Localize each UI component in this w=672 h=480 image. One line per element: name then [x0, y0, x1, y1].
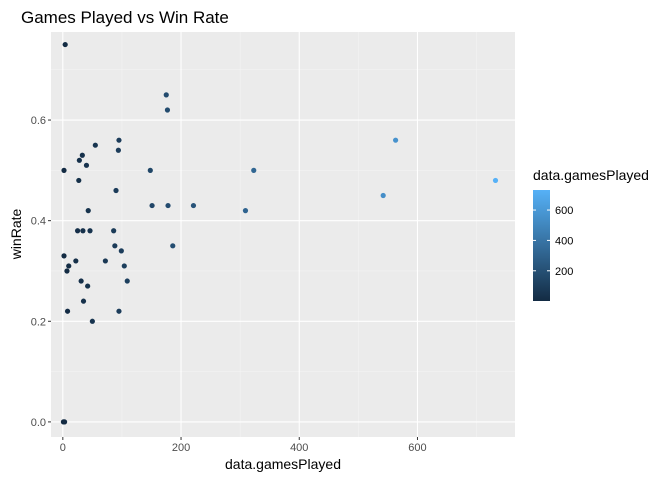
- legend-label: 600: [555, 205, 573, 217]
- data-point: [76, 177, 82, 184]
- data-point: [380, 192, 386, 199]
- data-point: [149, 202, 155, 209]
- x-tick-label: 0: [60, 442, 66, 454]
- data-point: [73, 258, 79, 264]
- x-axis-ticks: 0 200 400 600: [60, 437, 427, 454]
- data-point: [62, 41, 68, 48]
- data-point: [89, 318, 95, 324]
- data-point: [116, 308, 122, 314]
- data-point: [112, 243, 118, 249]
- x-tick-label: 200: [172, 442, 190, 454]
- data-point: [170, 243, 176, 249]
- data-point: [66, 263, 72, 269]
- data-point: [121, 263, 127, 269]
- y-tick-label: 0.4: [31, 216, 46, 228]
- x-tick-label: 600: [408, 442, 426, 454]
- y-tick-label: 0.2: [31, 316, 46, 328]
- data-point: [251, 167, 257, 173]
- legend-label: 400: [555, 235, 573, 247]
- data-point: [61, 419, 68, 425]
- data-point: [242, 208, 249, 214]
- data-point: [80, 228, 86, 234]
- data-points: [60, 41, 499, 425]
- plot-panel: [51, 32, 515, 437]
- x-tick-label: 400: [290, 442, 308, 454]
- data-point: [61, 253, 67, 259]
- data-point: [76, 157, 82, 163]
- y-tick-label: 0.0: [31, 417, 46, 429]
- data-point: [111, 228, 117, 234]
- data-point: [116, 137, 122, 143]
- x-axis-title: data.gamesPlayed: [225, 456, 341, 472]
- data-point: [74, 228, 81, 234]
- y-axis-ticks: 0.0 0.2 0.4 0.6: [31, 115, 51, 429]
- data-point: [92, 142, 98, 148]
- data-point: [113, 187, 119, 194]
- data-point: [492, 177, 499, 184]
- color-legend: data.gamesPlayed 600 400 200: [533, 167, 649, 301]
- data-point: [87, 228, 93, 234]
- y-axis-title: winRate: [8, 209, 24, 261]
- data-point: [85, 283, 91, 289]
- data-point: [78, 278, 84, 284]
- data-point: [61, 167, 67, 173]
- data-point: [115, 147, 121, 153]
- data-point: [64, 308, 71, 314]
- major-gridlines: [51, 32, 515, 437]
- data-point: [64, 268, 70, 274]
- data-point: [163, 92, 169, 98]
- data-point: [85, 208, 91, 214]
- legend-title: data.gamesPlayed: [533, 167, 649, 183]
- legend-label: 200: [555, 266, 573, 278]
- data-point: [80, 298, 87, 304]
- y-tick-label: 0.6: [31, 115, 46, 127]
- data-point: [165, 202, 171, 209]
- data-point: [118, 248, 124, 254]
- chart-title: Games Played vs Win Rate: [21, 8, 229, 27]
- data-point: [102, 258, 108, 264]
- data-point: [393, 137, 399, 143]
- data-point: [83, 162, 90, 168]
- data-point: [190, 202, 197, 209]
- legend-ticks: 600 400 200: [533, 205, 573, 278]
- data-point: [147, 167, 153, 173]
- minor-gridlines: [51, 32, 515, 437]
- legend-color-bar: [533, 190, 550, 301]
- data-point: [124, 278, 130, 284]
- data-point: [79, 152, 85, 158]
- data-point: [164, 107, 171, 113]
